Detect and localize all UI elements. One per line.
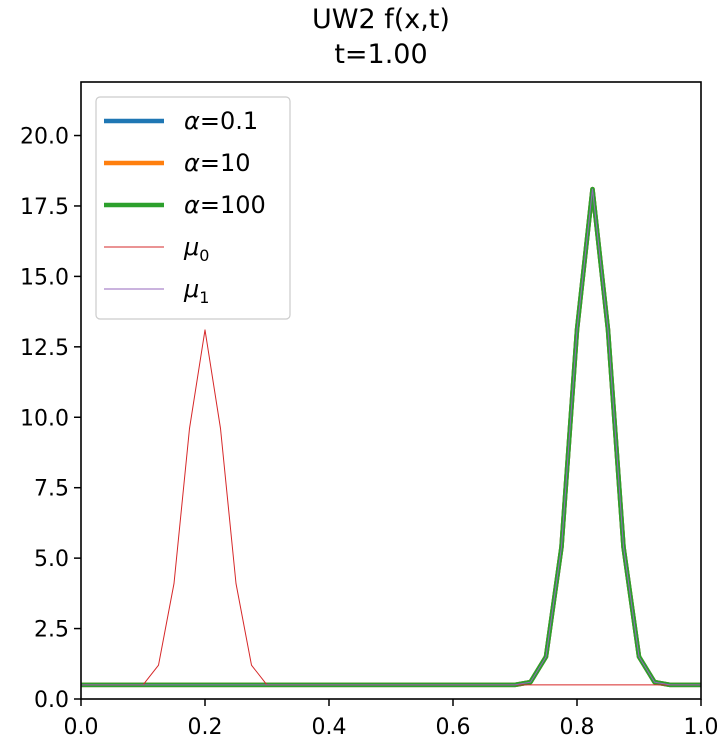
chart-title-line2: t=1.00 (334, 39, 427, 70)
y-tick-label: 20.0 (20, 125, 69, 150)
series-line-3 (81, 329, 701, 686)
y-tick-label: 5.0 (34, 547, 69, 572)
y-tick-label: 17.5 (20, 195, 69, 220)
legend-label: μ1 (183, 275, 209, 307)
legend-label: α=0.1 (184, 107, 258, 135)
plot-frame (80, 81, 702, 700)
x-tick-label: 0.4 (312, 715, 347, 740)
legend-box (95, 96, 291, 320)
legend-label: α=100 (184, 191, 266, 219)
x-tick-label: 0.8 (560, 715, 595, 740)
x-tick-label: 1.0 (684, 715, 719, 740)
x-axis-ticks: 0.0 0.2 0.4 0.6 0.8 1.0 (64, 699, 719, 740)
legend-label: μ0 (183, 233, 209, 265)
x-tick-label: 0.6 (436, 715, 471, 740)
legend: α=0.1 α=10 α=100 μ0 μ1 (95, 96, 291, 320)
y-tick-label: 12.5 (20, 336, 69, 361)
legend-label: α=10 (184, 149, 250, 177)
y-tick-label: 7.5 (34, 477, 69, 502)
x-tick-label: 0.2 (188, 715, 223, 740)
y-tick-label: 0.0 (34, 688, 69, 713)
y-tick-label: 10.0 (20, 406, 69, 431)
chart-title-line1: UW2 f(x,t) (312, 4, 450, 35)
series-line-4 (81, 188, 701, 686)
x-tick-label: 0.0 (64, 715, 99, 740)
y-tick-label: 15.0 (20, 265, 69, 290)
series-layer (81, 186, 701, 688)
y-tick-label: 2.5 (34, 618, 69, 643)
y-axis-ticks: 0.0 2.5 5.0 7.5 10.0 12.5 15.0 17.5 20.0 (20, 125, 81, 713)
